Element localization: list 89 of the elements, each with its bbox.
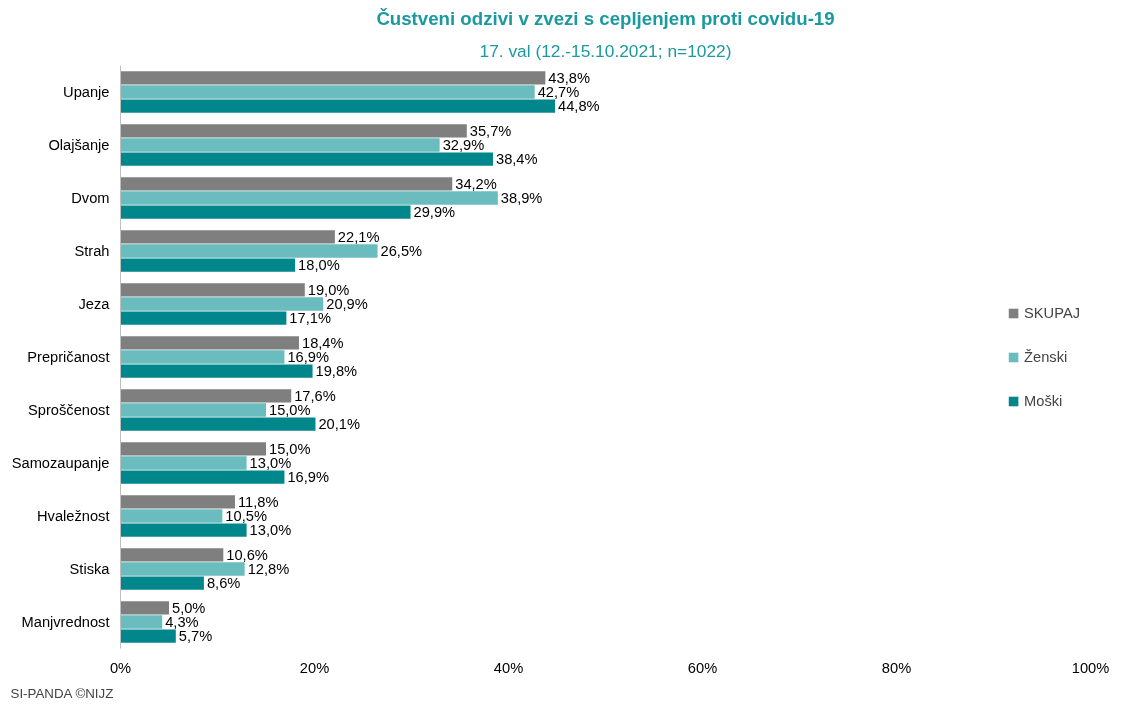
bar [120, 548, 224, 562]
data-label: 15,0% [269, 402, 311, 418]
bar [120, 244, 378, 258]
bar [120, 311, 287, 325]
data-label: 35,7% [469, 122, 512, 139]
x-tick-label: 60% [687, 659, 718, 676]
bar [120, 205, 411, 219]
data-label: 10,6% [226, 546, 268, 563]
y-tick-label: Manjvrednost [21, 614, 110, 630]
legend-label: Moški [1024, 392, 1063, 409]
data-label: 15,0% [269, 440, 311, 457]
y-tick-label: Samozaupanje [11, 455, 110, 471]
y-tick-label: Dvom [71, 190, 110, 206]
data-label: 34,2% [455, 175, 497, 192]
bar [120, 177, 453, 191]
bar [120, 191, 498, 205]
data-label: 38,9% [500, 190, 543, 206]
x-tick-label: 100% [1071, 659, 1110, 676]
bar [120, 71, 546, 85]
data-label: 44,8% [558, 98, 600, 115]
data-label: 43,8% [548, 69, 590, 86]
bar [120, 152, 493, 166]
x-tick-label: 40% [493, 659, 524, 676]
data-label: 11,8% [237, 493, 279, 510]
bar [120, 456, 247, 470]
bar [120, 364, 313, 378]
data-label: 13,0% [249, 522, 292, 539]
bar [120, 350, 285, 364]
bar [120, 258, 296, 272]
bar [120, 562, 245, 576]
data-label: 19,8% [315, 363, 358, 380]
data-label: 8,6% [206, 575, 241, 592]
data-label: 26,5% [380, 243, 423, 259]
bar [120, 389, 292, 403]
bar [120, 124, 467, 138]
y-tick-label: Hvaležnost [37, 508, 110, 524]
text: SI-PANDA ©NIJZ [10, 685, 114, 701]
data-label: 5,0% [172, 599, 206, 616]
data-label: 32,9% [442, 137, 485, 153]
bar [120, 336, 299, 350]
bar [120, 495, 235, 509]
bar [120, 283, 305, 297]
bar [120, 470, 285, 484]
bar [120, 230, 335, 244]
data-label: 18,0% [298, 257, 340, 274]
data-label: 29,9% [413, 204, 456, 221]
data-label: 10,5% [225, 508, 267, 524]
bar [120, 99, 556, 113]
bar [120, 615, 163, 629]
data-label: 19,0% [307, 281, 350, 298]
bar [120, 629, 176, 643]
bar [120, 442, 266, 456]
data-label: 5,7% [178, 628, 213, 645]
x-tick-label: 80% [881, 659, 912, 676]
legend-label: Ženski [1024, 348, 1068, 365]
bar [120, 417, 316, 431]
y-tick-label: Strah [74, 243, 110, 259]
data-label: 16,9% [287, 349, 329, 365]
data-label: 17,6% [294, 387, 336, 404]
y-tick-label: Olajšanje [48, 137, 110, 153]
data-label: 4,3% [165, 614, 199, 630]
y-tick-label: Upanje [63, 84, 110, 100]
bar [120, 601, 169, 615]
chart-title: Čustveni odzivi v zvezi s cepljenjem proti covidu-19 [376, 7, 835, 29]
chart-subtitle: 17. val (12.-15.10.2021; n=1022) [479, 40, 732, 61]
data-label: 22,1% [337, 228, 380, 245]
bar [120, 85, 535, 99]
legend-label: SKUPAJ [1024, 304, 1080, 321]
bar [120, 509, 223, 523]
y-tick-label: Prepričanost [27, 349, 110, 365]
x-tick-label: 20% [299, 659, 330, 676]
bar [120, 403, 266, 417]
x-tick-label: 0% [109, 659, 132, 676]
y-tick-label: Stiska [69, 561, 111, 577]
data-label: 42,7% [537, 84, 580, 100]
data-label: 20,9% [326, 296, 368, 312]
data-label: 18,4% [301, 334, 344, 351]
bar [120, 576, 204, 590]
data-label: 12,8% [247, 561, 290, 577]
data-label: 16,9% [287, 469, 329, 486]
bar [120, 523, 247, 537]
data-label: 13,0% [249, 455, 292, 471]
data-label: 38,4% [495, 151, 538, 168]
y-tick-label: Sproščenost [28, 402, 110, 418]
bar [120, 138, 440, 152]
bar [120, 297, 324, 311]
data-label: 17,1% [289, 310, 331, 327]
y-tick-label: Jeza [78, 296, 111, 312]
data-label: 20,1% [318, 416, 361, 433]
